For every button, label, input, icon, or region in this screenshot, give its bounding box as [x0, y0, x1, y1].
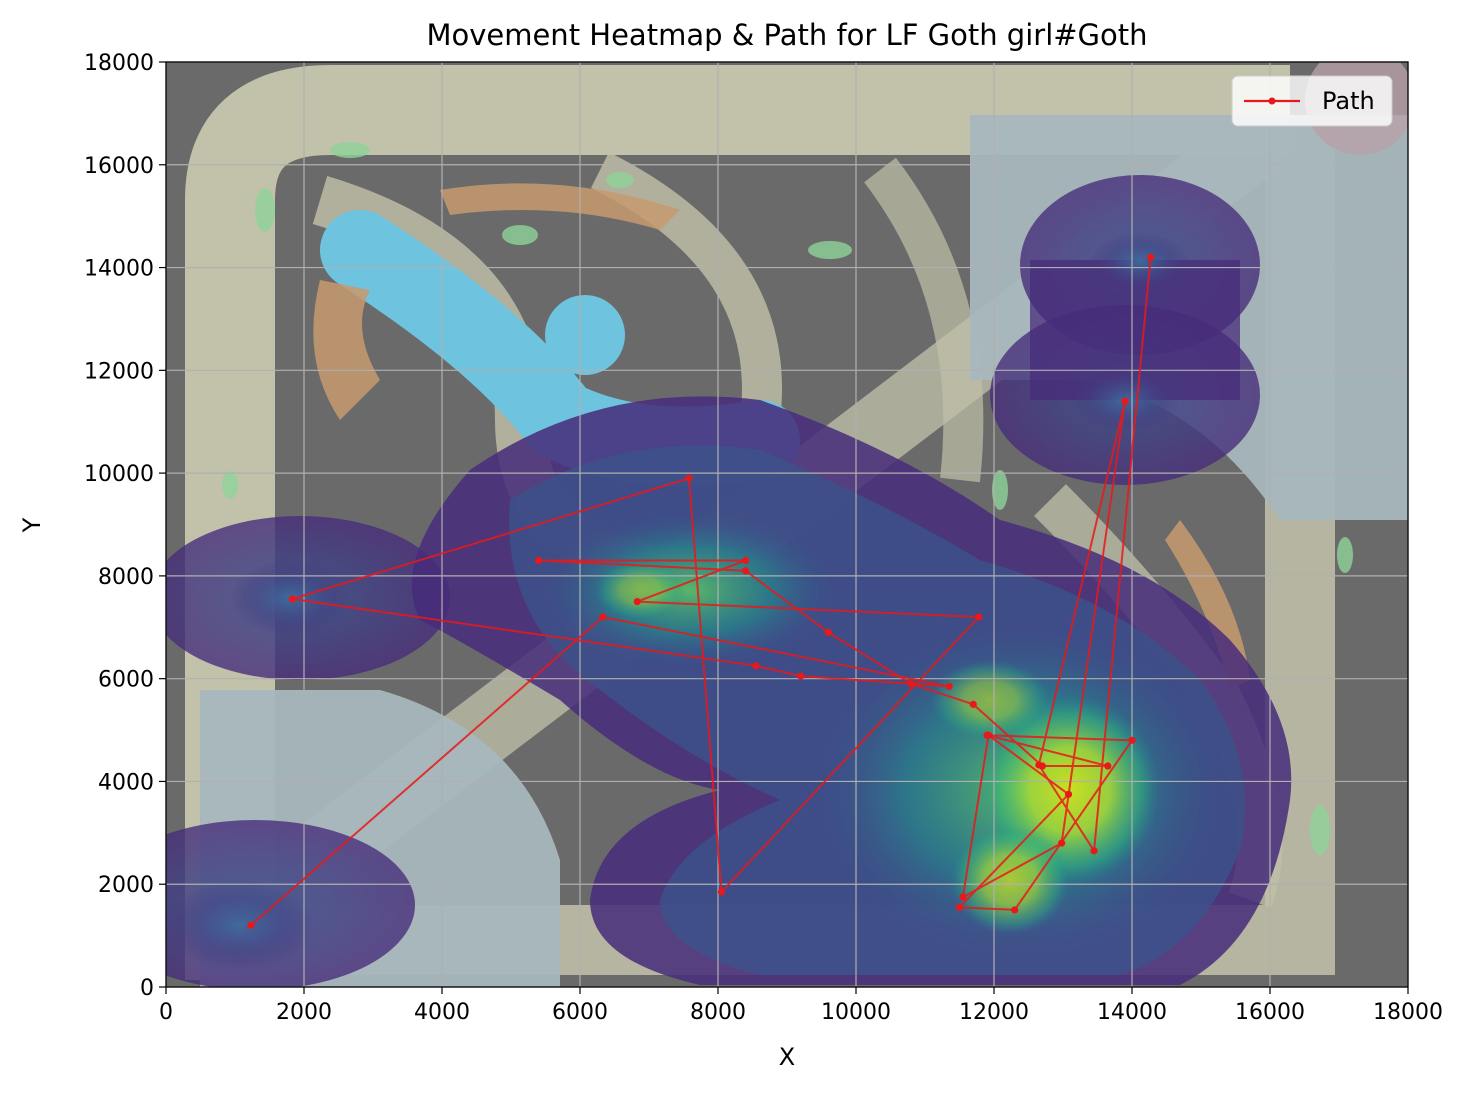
y-tick-label: 4000: [98, 770, 154, 795]
path-line: [250, 257, 1152, 927]
x-tick-label: 10000: [821, 1000, 891, 1025]
x-tick-label: 12000: [959, 1000, 1029, 1025]
plot-frame: [165, 61, 1409, 988]
x-tick-label: 8000: [690, 1000, 746, 1025]
path-point: [1011, 906, 1019, 914]
path-point: [1104, 762, 1112, 770]
y-axis-ticks: 0 2000 4000 6000 8000 10000 12000 14000 16000 180…: [84, 51, 166, 1001]
legend-label-path: Path: [1322, 87, 1375, 115]
path-point: [535, 556, 543, 565]
x-tick-label: 18000: [1373, 1000, 1443, 1025]
path-point: [797, 672, 805, 680]
y-tick-label: 16000: [84, 154, 154, 179]
path-point: [945, 682, 953, 690]
path-point: [959, 893, 967, 901]
y-tick-label: 0: [140, 976, 154, 1001]
x-tick-label: 2000: [276, 1000, 332, 1025]
density-heatmap: [166, 175, 1292, 987]
path-point: [717, 888, 726, 896]
path-point: [247, 921, 255, 929]
x-tick-label: 16000: [1235, 1000, 1305, 1025]
x-tick-label: 6000: [552, 1000, 608, 1025]
x-axis-ticks: 0 2000 4000 6000 8000 10000 12000 14000 16000 180…: [159, 987, 1443, 1025]
legend-box: [1231, 75, 1393, 127]
path-point: [599, 613, 607, 621]
legend: Path: [1231, 75, 1393, 127]
path-point: [975, 613, 983, 621]
path-point: [984, 731, 993, 739]
x-axis-label: X: [779, 1043, 795, 1071]
path-point: [907, 680, 915, 688]
y-tick-label: 10000: [84, 462, 154, 487]
path-point: [1147, 253, 1155, 261]
path-point: [969, 700, 977, 708]
path-point: [742, 556, 750, 565]
x-tick-label: 0: [159, 1000, 173, 1025]
y-tick-label: 8000: [98, 565, 154, 590]
path-point: [742, 567, 750, 575]
x-tick-label: 4000: [414, 1000, 470, 1025]
path-point: [1128, 736, 1136, 744]
path-point: [1035, 761, 1043, 769]
path-point: [288, 595, 296, 603]
path-point: [955, 903, 964, 911]
legend-path-marker: [1268, 97, 1276, 105]
y-tick-label: 18000: [84, 51, 154, 76]
y-tick-label: 14000: [84, 257, 154, 282]
path-point: [633, 597, 641, 606]
y-tick-label: 6000: [98, 668, 154, 693]
path-point: [685, 474, 693, 482]
path-point: [1121, 397, 1129, 405]
path-point: [1090, 847, 1098, 855]
chart-title: Movement Heatmap & Path for LF Goth girl…: [426, 18, 1147, 52]
y-tick-label: 2000: [98, 873, 154, 898]
y-axis-label: Y: [18, 517, 46, 533]
path-point: [1064, 790, 1073, 798]
y-tick-label: 12000: [84, 359, 154, 384]
path-point: [752, 662, 760, 670]
path-point: [824, 628, 833, 637]
path-point: [1058, 839, 1066, 847]
x-tick-label: 14000: [1097, 1000, 1167, 1025]
path-series: [247, 253, 1155, 929]
